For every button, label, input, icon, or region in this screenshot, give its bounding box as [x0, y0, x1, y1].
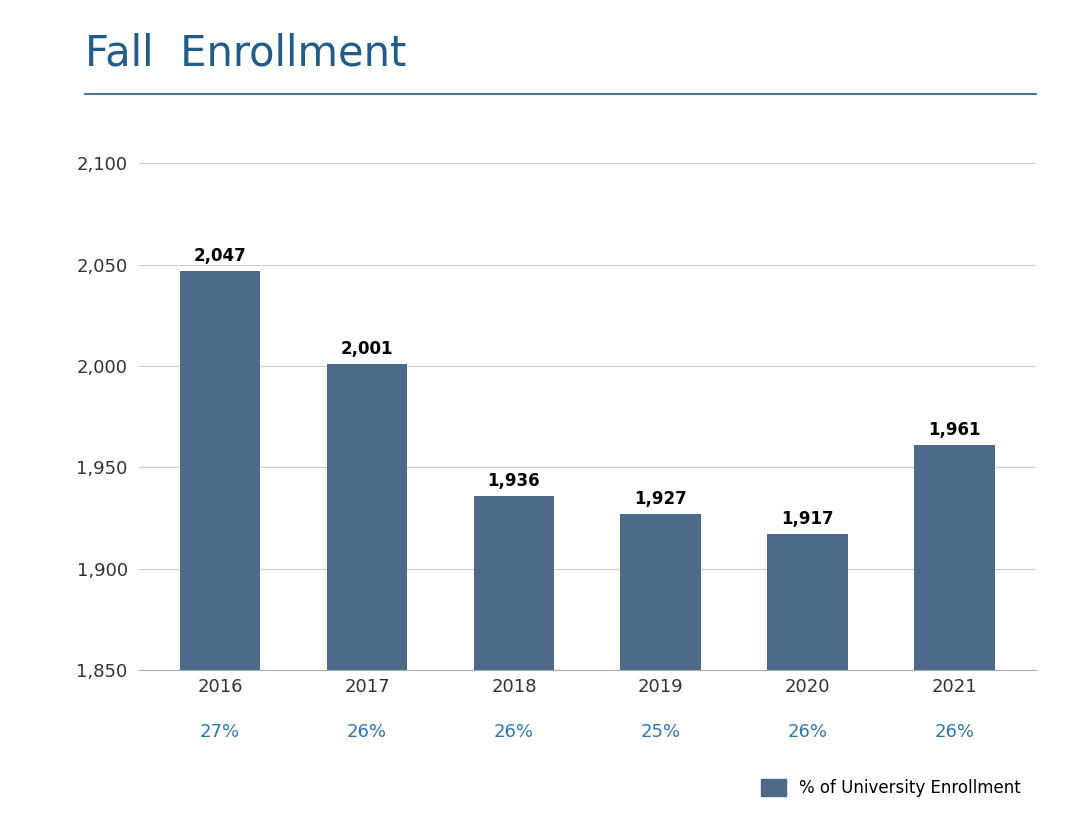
Text: 26%: 26% [788, 723, 828, 741]
Text: 25%: 25% [641, 723, 681, 741]
Text: 26%: 26% [493, 723, 534, 741]
Text: 2,001: 2,001 [341, 340, 393, 358]
Text: Fall  Enrollment: Fall Enrollment [85, 33, 407, 74]
Text: 1,936: 1,936 [488, 471, 540, 489]
Bar [621, 514, 702, 670]
Text: 2,047: 2,047 [193, 247, 247, 265]
Bar [179, 270, 261, 670]
Bar [327, 364, 407, 670]
Text: 27%: 27% [200, 723, 240, 741]
Text: 1,917: 1,917 [782, 510, 834, 528]
Legend: % of University Enrollment: % of University Enrollment [754, 772, 1027, 803]
Bar [768, 534, 848, 670]
Text: 26%: 26% [347, 723, 387, 741]
Bar [914, 445, 995, 670]
Text: 1,927: 1,927 [634, 490, 687, 508]
Text: 26%: 26% [934, 723, 975, 741]
Text: 1,961: 1,961 [928, 421, 981, 439]
Bar [473, 496, 554, 670]
